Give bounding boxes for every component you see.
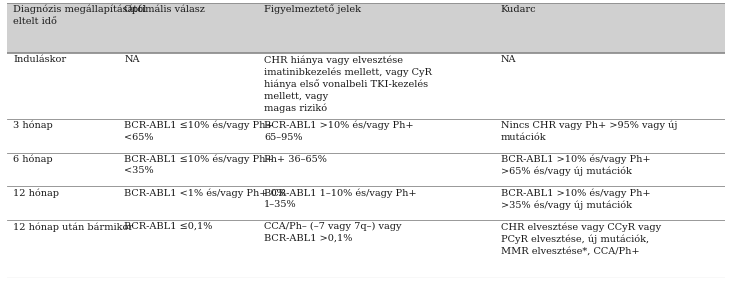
Text: BCR-ABL1 >10% és/vagy Ph+
>35% és/vagy új mutációk: BCR-ABL1 >10% és/vagy Ph+ >35% és/vagy ú… xyxy=(501,188,651,210)
Text: Nincs CHR vagy Ph+ >95% vagy új
mutációk: Nincs CHR vagy Ph+ >95% vagy új mutációk xyxy=(501,121,677,142)
Text: CHR elvesztése vagy CCyR vagy
PCyR elvesztése, új mutációk,
MMR elvesztése*, CCA: CHR elvesztése vagy CCyR vagy PCyR elves… xyxy=(501,222,661,255)
Text: 6 hónap: 6 hónap xyxy=(13,155,53,164)
Text: NA: NA xyxy=(124,55,140,64)
Text: NA: NA xyxy=(501,55,516,64)
Text: Diagnózis megállapításától
eltelt idő: Diagnózis megállapításától eltelt idő xyxy=(13,5,146,26)
Text: BCR-ABL1 1–10% és/vagy Ph+
1–35%: BCR-ABL1 1–10% és/vagy Ph+ 1–35% xyxy=(264,188,417,209)
Text: CHR hiánya vagy elvesztése
imatinibkezelés mellett, vagy CyR
hiánya első vonalbe: CHR hiánya vagy elvesztése imatinibkezel… xyxy=(264,55,432,113)
Text: 12 hónap után bármikor: 12 hónap után bármikor xyxy=(13,222,133,232)
Text: 3 hónap: 3 hónap xyxy=(13,121,53,130)
Text: Induláskor: Induláskor xyxy=(13,55,66,64)
Text: Ph+ 36–65%: Ph+ 36–65% xyxy=(264,155,327,164)
Text: Kudarc: Kudarc xyxy=(501,5,537,14)
Text: BCR-ABL1 ≤0,1%: BCR-ABL1 ≤0,1% xyxy=(124,222,212,231)
Text: BCR-ABL1 >10% és/vagy Ph+
>65% és/vagy új mutációk: BCR-ABL1 >10% és/vagy Ph+ >65% és/vagy ú… xyxy=(501,155,651,176)
Text: 12 hónap: 12 hónap xyxy=(13,188,59,198)
Text: BCR-ABL1 <1% és/vagy Ph+ 0%: BCR-ABL1 <1% és/vagy Ph+ 0% xyxy=(124,188,286,198)
Text: BCR-ABL1 ≤10% és/vagy Ph+
<65%: BCR-ABL1 ≤10% és/vagy Ph+ <65% xyxy=(124,121,274,142)
Text: Figyelmeztető jelek: Figyelmeztető jelek xyxy=(264,5,361,14)
Bar xyxy=(7,3,725,53)
Text: Optimális válasz: Optimális válasz xyxy=(124,5,205,14)
Text: CCA/Ph– (–7 vagy 7q–) vagy
BCR-ABL1 >0,1%: CCA/Ph– (–7 vagy 7q–) vagy BCR-ABL1 >0,1… xyxy=(264,222,402,243)
Text: BCR-ABL1 >10% és/vagy Ph+
65–95%: BCR-ABL1 >10% és/vagy Ph+ 65–95% xyxy=(264,121,414,142)
Text: BCR-ABL1 ≤10% és/vagy Ph+
<35%: BCR-ABL1 ≤10% és/vagy Ph+ <35% xyxy=(124,155,274,176)
